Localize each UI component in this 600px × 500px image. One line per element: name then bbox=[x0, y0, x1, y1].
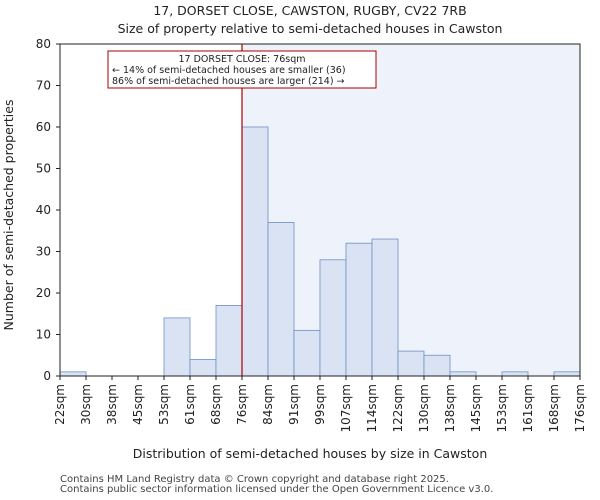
x-tick-label-138sqm: 138sqm bbox=[443, 384, 457, 432]
bar-153sqm bbox=[501, 371, 529, 377]
y-tick-label-70: 70 bbox=[36, 79, 51, 93]
y-axis-label: Number of semi-detached properties bbox=[1, 100, 16, 331]
x-tick-label-114sqm: 114sqm bbox=[365, 384, 379, 432]
x-tick-label-53sqm: 53sqm bbox=[157, 384, 171, 425]
y-tick-label-10: 10 bbox=[36, 328, 51, 342]
bar-91sqm bbox=[293, 329, 321, 377]
x-tick-label-107sqm: 107sqm bbox=[339, 384, 353, 432]
bar-122sqm bbox=[397, 350, 425, 377]
footer-licence: Contains public sector information licen… bbox=[60, 484, 494, 495]
bar-99sqm bbox=[319, 259, 347, 377]
y-tick-label-0: 0 bbox=[43, 369, 51, 383]
histogram-chart: 17, DORSET CLOSE, CAWSTON, RUGBY, CV22 7… bbox=[1, 3, 587, 460]
x-tick-label-161sqm: 161sqm bbox=[521, 384, 535, 432]
x-tick-label-30sqm: 30sqm bbox=[79, 384, 93, 425]
larger-properties-region bbox=[242, 44, 580, 376]
y-tick-label-40: 40 bbox=[36, 203, 51, 217]
x-tick-label-168sqm: 168sqm bbox=[547, 384, 561, 432]
x-tick-label-22sqm: 22sqm bbox=[53, 384, 67, 425]
bar-107sqm bbox=[345, 242, 373, 377]
y-tick-label-30: 30 bbox=[36, 245, 51, 259]
x-tick-label-76sqm: 76sqm bbox=[235, 384, 249, 425]
x-tick-label-91sqm: 91sqm bbox=[287, 384, 301, 425]
y-tick-label-80: 80 bbox=[36, 37, 51, 51]
bar-22sqm bbox=[59, 371, 87, 377]
bar-53sqm bbox=[163, 317, 191, 377]
bar-168sqm bbox=[553, 371, 581, 377]
annotation-larger: 86% of semi-detached houses are larger (… bbox=[112, 76, 345, 87]
bar-138sqm bbox=[449, 371, 477, 377]
annotation-smaller: ← 14% of semi-detached houses are smalle… bbox=[112, 65, 346, 76]
annotation-border bbox=[107, 50, 377, 89]
bar-130sqm bbox=[423, 354, 451, 377]
x-tick-label-176sqm: 176sqm bbox=[573, 384, 587, 432]
plot-area-border bbox=[59, 43, 581, 377]
x-tick-label-122sqm: 122sqm bbox=[391, 384, 405, 432]
annotation-title: 17 DORSET CLOSE: 76sqm bbox=[179, 54, 306, 65]
bar-61sqm bbox=[189, 358, 217, 377]
chart-title-line1: 17, DORSET CLOSE, CAWSTON, RUGBY, CV22 7… bbox=[153, 3, 466, 18]
bar-76sqm bbox=[241, 126, 269, 377]
x-tick-label-61sqm: 61sqm bbox=[183, 384, 197, 425]
x-axis-label: Distribution of semi-detached houses by … bbox=[133, 446, 488, 460]
y-tick-label-50: 50 bbox=[36, 162, 51, 176]
x-tick-label-153sqm: 153sqm bbox=[495, 384, 509, 432]
bar-114sqm bbox=[371, 238, 399, 377]
bar-68sqm bbox=[215, 305, 243, 377]
bar-84sqm bbox=[267, 222, 295, 377]
chart-title-line2: Size of property relative to semi-detach… bbox=[118, 21, 503, 36]
x-tick-label-38sqm: 38sqm bbox=[105, 384, 119, 425]
x-tick-label-145sqm: 145sqm bbox=[469, 384, 483, 432]
x-tick-label-68sqm: 68sqm bbox=[209, 384, 223, 425]
x-tick-label-45sqm: 45sqm bbox=[131, 384, 145, 425]
x-tick-label-99sqm: 99sqm bbox=[313, 384, 327, 425]
y-tick-label-60: 60 bbox=[36, 120, 51, 134]
y-tick-label-20: 20 bbox=[36, 286, 51, 300]
annotation-box: 17 DORSET CLOSE: 76sqm ← 14% of semi-det… bbox=[107, 50, 377, 89]
x-tick-label-84sqm: 84sqm bbox=[261, 384, 275, 425]
x-tick-label-130sqm: 130sqm bbox=[417, 384, 431, 432]
footer-copyright: Contains HM Land Registry data © Crown c… bbox=[60, 474, 449, 485]
